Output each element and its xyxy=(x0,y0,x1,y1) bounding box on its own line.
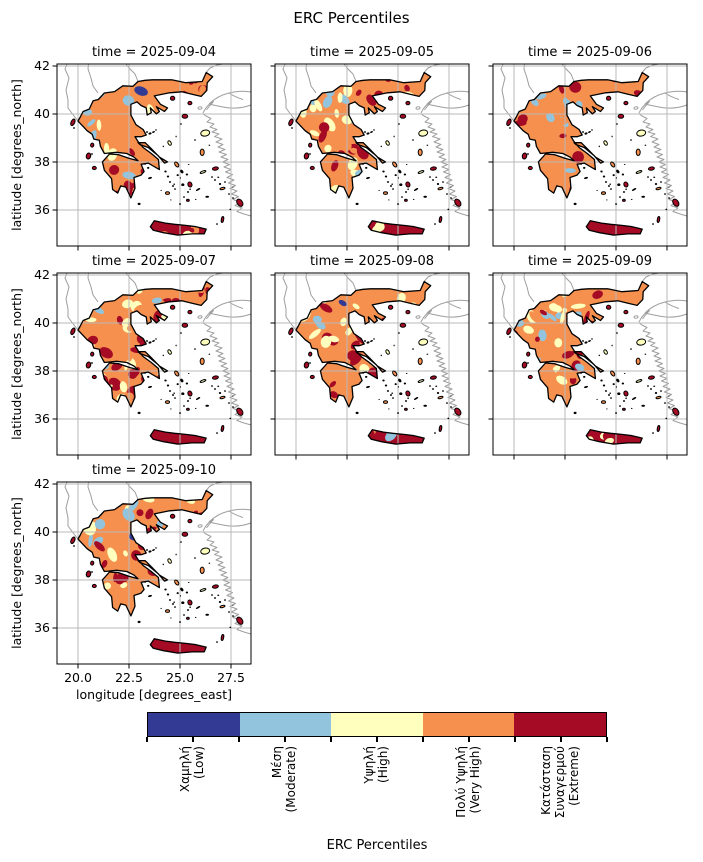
colorbar xyxy=(147,712,607,737)
y-tick-label: 36 xyxy=(34,620,50,635)
greece-map xyxy=(52,272,252,460)
y-tick-label: 38 xyxy=(34,363,50,378)
colorbar-tick xyxy=(330,737,332,742)
greece-map xyxy=(52,63,252,251)
y-axis-label-row2: latitude [degrees_north] xyxy=(9,288,24,440)
colorbar-tick xyxy=(514,737,516,742)
y-tick-label: 36 xyxy=(34,411,50,426)
panel-title: time = 2025-09-07 xyxy=(91,254,217,269)
greece-map xyxy=(270,272,470,460)
colorbar-tick xyxy=(192,737,194,742)
map-panel-2025-09-05: time = 2025-09-05 xyxy=(270,45,470,251)
x-axis-label: longitude [degrees_east] xyxy=(76,687,232,702)
greece-map xyxy=(270,63,470,251)
colorbar-category-label: Κατάσταση Συναγερμού (Extreme) xyxy=(539,746,581,819)
colorbar-segment xyxy=(148,713,240,736)
map-panel-2025-09-08: time = 2025-09-08 xyxy=(270,254,470,460)
y-tick-label: 38 xyxy=(34,154,50,169)
panel-title: time = 2025-09-08 xyxy=(309,254,435,269)
colorbar-tick xyxy=(606,737,608,742)
colorbar-tick xyxy=(284,737,286,742)
map-panel-2025-09-09: time = 2025-09-09 xyxy=(488,254,688,460)
x-tick-label: 25.0 xyxy=(166,670,194,685)
colorbar-category-label: Υψηλή (High) xyxy=(362,746,390,784)
y-tick-label: 38 xyxy=(34,572,50,587)
x-tick-label: 22.5 xyxy=(115,670,143,685)
colorbar-segment xyxy=(514,713,606,736)
map-panel-2025-09-04: time = 2025-09-04 42 40 38 36 xyxy=(34,45,252,251)
colorbar-tick xyxy=(468,737,470,742)
map-panel-2025-09-07: time = 2025-09-07 42 40 38 36 xyxy=(34,254,252,460)
y-tick-label: 42 xyxy=(34,267,50,282)
x-tick-label: 27.5 xyxy=(217,670,245,685)
greece-map xyxy=(488,63,688,251)
colorbar-category-label: Πολύ Υψηλή (Very High) xyxy=(454,746,482,818)
colorbar-tick xyxy=(146,737,148,742)
panel-title: time = 2025-09-05 xyxy=(309,45,435,60)
x-tick-label: 20.0 xyxy=(64,670,92,685)
panel-title: time = 2025-09-04 xyxy=(91,45,217,60)
colorbar-tick xyxy=(376,737,378,742)
map-panel-2025-09-10: time = 2025-09-10 42 40 38 36 20.0 22.5 25.0 27… xyxy=(34,463,252,685)
greece-map xyxy=(488,272,688,460)
y-axis-label-row3: latitude [degrees_north] xyxy=(9,497,24,649)
colorbar-category-label: Χαμηλή (Low) xyxy=(178,746,206,793)
figure-title: ERC Percentiles xyxy=(293,9,410,27)
y-tick-label: 36 xyxy=(34,202,50,217)
y-tick-label: 40 xyxy=(34,524,50,539)
y-tick-label: 40 xyxy=(34,106,50,121)
colorbar-tick xyxy=(560,737,562,742)
y-tick-label: 42 xyxy=(34,476,50,491)
greece-map xyxy=(52,481,252,669)
colorbar-category-label: Μέση (Moderate) xyxy=(270,746,298,813)
panel-title: time = 2025-09-06 xyxy=(527,45,653,60)
map-panel-2025-09-06: time = 2025-09-06 xyxy=(488,45,688,251)
colorbar-title: ERC Percentiles xyxy=(326,838,428,853)
colorbar-segment xyxy=(331,713,423,736)
colorbar-segment xyxy=(422,713,515,736)
panel-title: time = 2025-09-10 xyxy=(91,463,217,478)
colorbar-segment xyxy=(239,713,332,736)
colorbar-tick xyxy=(422,737,424,742)
y-tick-label: 42 xyxy=(34,58,50,73)
y-axis-label-row1: latitude [degrees_north] xyxy=(9,79,24,231)
y-tick-label: 40 xyxy=(34,315,50,330)
colorbar-tick xyxy=(238,737,240,742)
panel-title: time = 2025-09-09 xyxy=(527,254,653,269)
